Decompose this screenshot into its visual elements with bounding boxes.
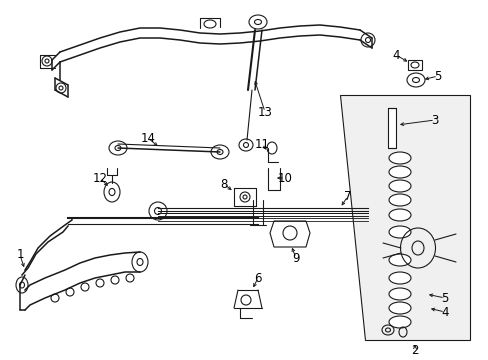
Ellipse shape [388, 288, 410, 300]
Text: 10: 10 [277, 171, 292, 185]
Ellipse shape [388, 194, 410, 206]
Text: 4: 4 [440, 306, 448, 319]
Text: 2: 2 [410, 343, 418, 356]
Ellipse shape [388, 316, 410, 328]
Text: 14: 14 [140, 131, 155, 144]
Text: 7: 7 [344, 189, 351, 202]
Text: 4: 4 [391, 49, 399, 62]
Text: 11: 11 [254, 138, 269, 150]
Ellipse shape [388, 180, 410, 192]
Ellipse shape [388, 254, 410, 266]
Ellipse shape [388, 226, 410, 238]
Ellipse shape [388, 152, 410, 164]
Text: 12: 12 [92, 171, 107, 185]
Ellipse shape [388, 302, 410, 314]
Text: 3: 3 [430, 113, 438, 126]
Text: 8: 8 [220, 177, 227, 190]
Bar [407, 60, 421, 70]
Ellipse shape [388, 272, 410, 284]
Bar [387, 108, 395, 148]
Text: 5: 5 [433, 69, 441, 82]
Text: 13: 13 [257, 105, 272, 118]
Text: 5: 5 [440, 292, 448, 305]
Ellipse shape [388, 166, 410, 178]
Polygon shape [339, 95, 469, 340]
Ellipse shape [388, 209, 410, 221]
Text: 6: 6 [254, 271, 261, 284]
Text: 9: 9 [292, 252, 299, 265]
Text: 1: 1 [16, 248, 24, 261]
